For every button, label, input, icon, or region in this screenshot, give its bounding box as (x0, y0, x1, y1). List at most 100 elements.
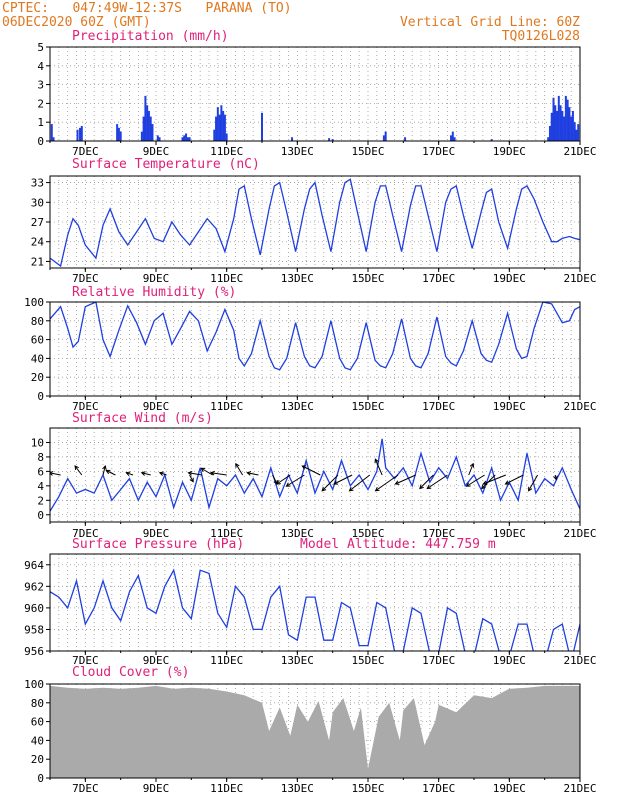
humidity-panel: 0 20 40 60 80 100 7DEC 9DEC 11DEC 13DEC 15DEC 17DEC… (24, 285, 596, 413)
pressure-ytick-label: 958 (24, 623, 44, 636)
pressure-panel: 956 958 960 962 964 7DEC 9DEC 11DEC 13DEC 15DEC 17… (24, 537, 596, 667)
pressure-xtick-label: 21DEC (563, 654, 596, 667)
wind-arrow (426, 474, 448, 489)
wind-arrow-head (50, 471, 54, 476)
precip-bar (147, 110, 150, 141)
wind-arrow (106, 470, 116, 476)
temperature-xtick-label: 19DEC (493, 272, 526, 285)
precip-bar (570, 116, 573, 141)
humidity-ytick-label: 20 (31, 371, 44, 384)
cloud-cover-xtick-label: 21DEC (563, 782, 596, 795)
wind-arrow (528, 474, 539, 491)
precip-bar (144, 95, 147, 141)
pressure-xtick-label: 9DEC (143, 654, 170, 667)
precip-bar (185, 133, 188, 141)
cloud-cover-xtick-label: 9DEC (143, 782, 170, 795)
humidity-xtick-label: 15DEC (351, 400, 384, 413)
precip-bar (453, 137, 456, 141)
precipitation-ytick-label: 2 (37, 97, 44, 110)
precip-bar (490, 139, 493, 141)
wind-arrow (201, 467, 213, 476)
precip-bar (52, 137, 55, 141)
wind-xtick-label: 19DEC (493, 527, 526, 540)
precip-bar (80, 125, 83, 141)
precipitation-ytick-label: 1 (37, 116, 44, 129)
precip-bar (573, 122, 576, 141)
pressure-border (49, 553, 581, 652)
wind-ytick-label: 2 (37, 494, 44, 507)
precip-bar (218, 114, 221, 141)
precip-bar (181, 137, 184, 141)
wind-arrow-head (553, 475, 558, 481)
wind-arrow-head (333, 480, 339, 485)
temperature-xtick-label: 11DEC (210, 272, 243, 285)
humidity-ytick-label: 0 (37, 390, 44, 403)
wind-ytick-label: 4 (37, 480, 44, 493)
precip-bar (328, 138, 331, 141)
temperature-border (49, 175, 581, 269)
wind-arrow (395, 474, 416, 485)
precip-bar (50, 124, 53, 141)
cloud-cover-xtick-label: 19DEC (493, 782, 526, 795)
precip-bar (76, 129, 79, 141)
wind-arrow-head (321, 486, 327, 492)
precip-bar (222, 110, 225, 141)
wind-arrow (349, 474, 371, 492)
precipitation-xtick-label: 21DEC (563, 145, 596, 158)
precip-bar (151, 124, 154, 141)
precip-bar (142, 116, 145, 141)
cloud-cover-panel: 0 20 40 60 80 100 7DEC 9DEC 11DEC 13DEC 15DEC 17DEC… (24, 665, 596, 795)
wind-arrow (505, 474, 524, 485)
precip-bar (554, 105, 557, 141)
temperature-xtick-label: 15DEC (351, 272, 384, 285)
pressure-xtick-label: 17DEC (422, 654, 455, 667)
wind-border (49, 427, 581, 523)
wind-arrow (210, 472, 227, 476)
cloud-cover-ytick-label: 40 (31, 734, 44, 747)
wind-arrow-head (480, 484, 486, 490)
humidity-border (49, 301, 581, 397)
wind-arrow-head (374, 458, 379, 464)
wind-arrow-head (102, 464, 107, 470)
wind-arrow-head (426, 484, 432, 490)
precipitation-panel: 0 1 2 3 4 5 7DEC 9DEC 11DEC 13DEC 15DEC 17DEC 19DEC 2… (37, 29, 596, 158)
cloud-cover-xtick-label: 7DEC (72, 782, 99, 795)
humidity-plot-area (50, 302, 580, 371)
pressure-ytick-label: 962 (24, 580, 44, 593)
humidity-ytick-label: 40 (31, 352, 44, 365)
pressure-ytick-label: 956 (24, 645, 44, 658)
precip-bar (568, 107, 571, 141)
precip-bar (450, 135, 453, 141)
wind-arrow (466, 474, 485, 487)
precipitation-xtick-label: 17DEC (422, 145, 455, 158)
cloud-cover-border (49, 683, 581, 779)
pressure-ytick-label: 960 (24, 602, 44, 615)
pressure-title: Surface Pressure (hPa) (72, 537, 244, 552)
temperature-ytick-label: 27 (31, 216, 44, 229)
pressure-annotation: Model Altitude: 447.759 m (300, 537, 496, 552)
wind-arrow (102, 465, 106, 476)
wind-arrow-head (189, 477, 194, 483)
precip-bar (213, 129, 216, 141)
humidity-xtick-label: 17DEC (422, 400, 455, 413)
precip-bar (220, 105, 223, 141)
precip-bar (186, 137, 189, 141)
precipitation-frame (49, 46, 581, 142)
precipitation-ytick-label: 0 (37, 135, 44, 148)
cloud-cover-xtick-label: 13DEC (281, 782, 314, 795)
precip-bar (140, 131, 143, 141)
humidity-ytick-label: 60 (31, 334, 44, 347)
temperature-ytick-label: 21 (31, 255, 44, 268)
wind-arrow (419, 474, 434, 489)
precip-bar (225, 133, 228, 141)
pressure-xtick-label: 19DEC (493, 654, 526, 667)
wind-arrow-head (469, 462, 475, 468)
wind-arrow (375, 474, 399, 492)
precip-bar (571, 110, 574, 141)
header-run-date: 06DEC2020 60Z (GMT) (2, 15, 151, 30)
wind-frame (49, 427, 581, 523)
wind-xtick-label: 21DEC (563, 527, 596, 540)
wind-arrow (333, 474, 353, 485)
wind-arrow-head (200, 467, 206, 472)
